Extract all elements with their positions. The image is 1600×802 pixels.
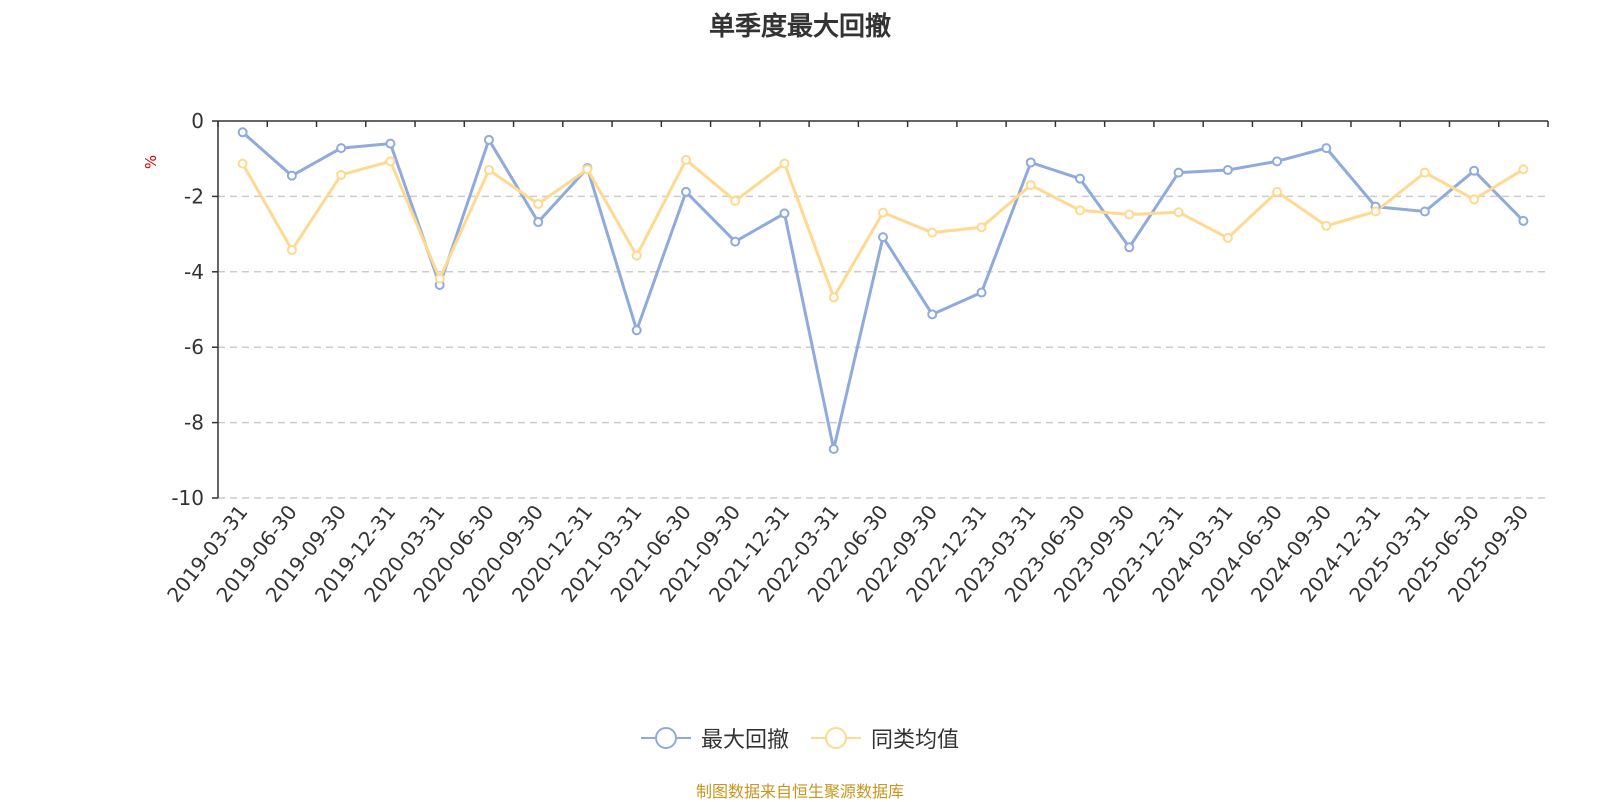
data-point-0 bbox=[237, 127, 248, 138]
data-point-1 bbox=[483, 165, 494, 176]
y-tick-label: -10 bbox=[171, 486, 204, 510]
data-point-0 bbox=[1321, 143, 1332, 154]
grid-layer bbox=[218, 195, 1548, 499]
data-point-0 bbox=[336, 143, 347, 154]
line-chart: 0-2-4-6-8-102019-03-312019-06-302019-09-… bbox=[142, 109, 1549, 607]
data-point-0 bbox=[385, 138, 396, 149]
data-point-0 bbox=[680, 186, 691, 197]
data-point-0 bbox=[976, 287, 987, 298]
data-point-0 bbox=[286, 170, 297, 181]
data-point-0 bbox=[533, 217, 544, 228]
data-point-0 bbox=[1272, 156, 1283, 167]
data-point-1 bbox=[779, 158, 790, 169]
data-point-1 bbox=[730, 195, 741, 206]
data-point-1 bbox=[1321, 220, 1332, 231]
series-layer bbox=[237, 127, 1529, 454]
data-point-0 bbox=[483, 134, 494, 145]
data-point-1 bbox=[1419, 167, 1430, 178]
data-point-1 bbox=[927, 227, 938, 238]
data-point-0 bbox=[1419, 206, 1430, 217]
data-point-1 bbox=[237, 158, 248, 169]
data-point-1 bbox=[1272, 186, 1283, 197]
legend-swatch-icon bbox=[640, 727, 691, 749]
legend: 最大回撤 同类均值 bbox=[0, 722, 1600, 754]
data-point-1 bbox=[385, 156, 396, 167]
y-tick-label: -6 bbox=[184, 335, 204, 359]
data-point-0 bbox=[730, 236, 741, 247]
data-point-0 bbox=[878, 232, 888, 243]
data-point-1 bbox=[1469, 194, 1480, 205]
data-point-1 bbox=[1173, 207, 1184, 218]
data-point-1 bbox=[434, 273, 445, 284]
y-axis-unit-label: % bbox=[142, 155, 160, 169]
data-point-1 bbox=[1370, 206, 1381, 217]
chart-title: 单季度最大回撤 bbox=[708, 12, 891, 42]
data-point-0 bbox=[631, 325, 642, 336]
data-point-0 bbox=[1518, 215, 1529, 226]
data-point-1 bbox=[1124, 209, 1135, 220]
legend-label: 最大回撤 bbox=[700, 728, 789, 753]
data-point-1 bbox=[336, 169, 347, 180]
data-point-1 bbox=[680, 154, 691, 165]
legend-item-peer-average[interactable]: 同类均值 bbox=[811, 722, 959, 754]
legend-item-max-drawdown[interactable]: 最大回撤 bbox=[640, 722, 789, 754]
legend-swatch-icon bbox=[811, 727, 861, 749]
data-point-0 bbox=[1124, 242, 1135, 253]
data-point-0 bbox=[1469, 165, 1480, 176]
data-point-1 bbox=[828, 292, 839, 303]
data-point-1 bbox=[1222, 232, 1233, 243]
data-point-1 bbox=[533, 198, 544, 209]
data-point-0 bbox=[1075, 173, 1086, 184]
data-point-1 bbox=[1075, 205, 1086, 216]
data-point-1 bbox=[1025, 180, 1036, 191]
y-tick-label: 0 bbox=[191, 109, 204, 133]
series-line-0 bbox=[241, 131, 1525, 451]
data-point-1 bbox=[878, 207, 888, 218]
data-point-0 bbox=[828, 443, 839, 454]
data-point-0 bbox=[1025, 157, 1036, 168]
data-point-0 bbox=[779, 208, 790, 219]
y-tick-label: -4 bbox=[184, 260, 204, 284]
data-point-1 bbox=[631, 250, 642, 261]
y-tick-label: -2 bbox=[184, 184, 204, 208]
data-point-0 bbox=[927, 309, 938, 320]
series-line-1 bbox=[241, 158, 1525, 299]
data-point-0 bbox=[1222, 165, 1233, 176]
data-point-1 bbox=[1518, 164, 1529, 175]
y-tick-label: -8 bbox=[184, 411, 204, 435]
data-point-1 bbox=[582, 164, 593, 175]
data-point-1 bbox=[286, 244, 297, 255]
data-source-note: 制图数据来自恒生聚源数据库 bbox=[695, 782, 904, 801]
data-point-1 bbox=[976, 222, 987, 233]
data-point-0 bbox=[1173, 167, 1184, 178]
legend-label: 同类均值 bbox=[871, 728, 960, 753]
